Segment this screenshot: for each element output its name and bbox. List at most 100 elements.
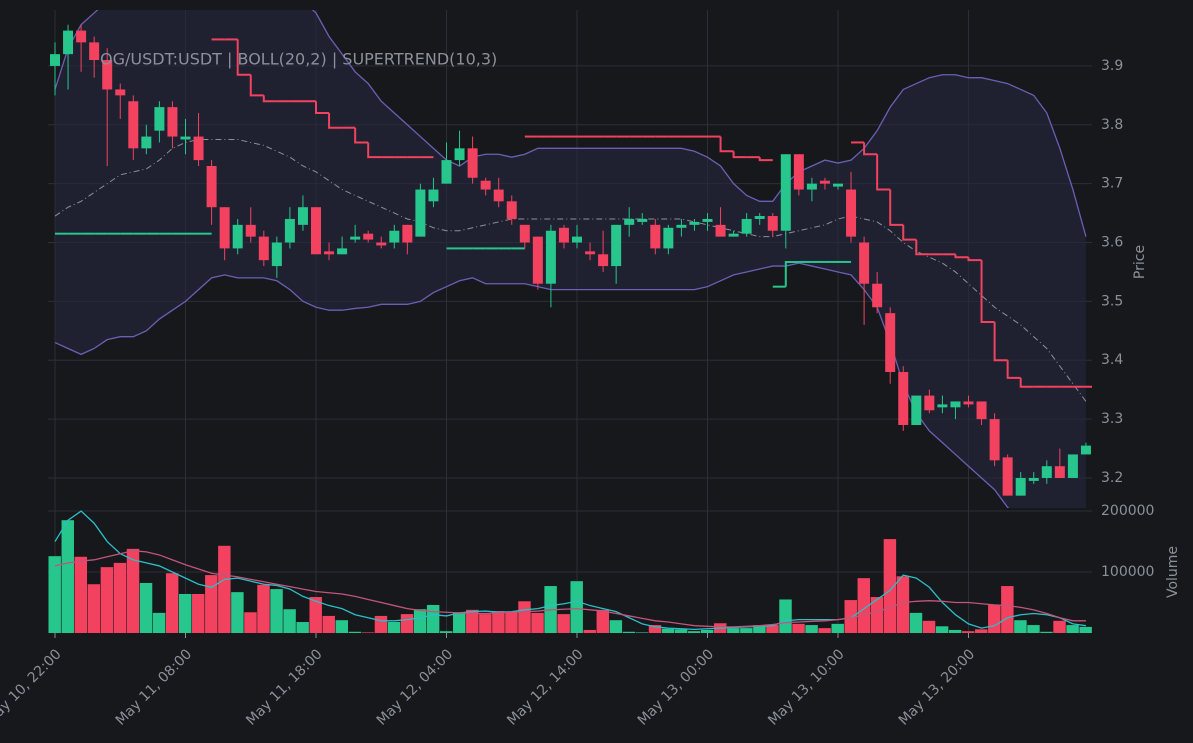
supertrend-down [863, 142, 878, 156]
candle-body [1002, 457, 1013, 496]
supertrend-down [876, 154, 891, 191]
volume-bar [139, 583, 153, 633]
candle-body [76, 30, 87, 43]
supertrend-down [354, 127, 369, 144]
volume-bar [766, 625, 779, 633]
candle-body [350, 236, 361, 240]
candle-body [767, 216, 778, 231]
volume-bar [844, 600, 857, 633]
candle-body [872, 283, 883, 308]
volume-bar [453, 612, 466, 633]
volume-bar [74, 556, 88, 633]
candle-body [284, 218, 295, 243]
candle-body [324, 251, 335, 255]
candle-body [402, 224, 413, 243]
volume-bar [283, 609, 296, 633]
volume-ma-line [54, 510, 1087, 630]
candle-body [102, 60, 113, 90]
candle-body [167, 107, 178, 137]
candle-body [180, 136, 191, 140]
candle-body [754, 216, 765, 219]
candle-body [415, 189, 426, 237]
supertrend-down [993, 321, 1008, 362]
y-axis-label: Price [1132, 245, 1148, 279]
volume-bar [361, 632, 375, 633]
volume-bar [1014, 620, 1027, 633]
volume-bar [988, 604, 1001, 633]
candle-body [467, 148, 478, 178]
candle-body [898, 372, 909, 425]
volume-bar [1040, 631, 1053, 633]
volume-bar [426, 604, 440, 633]
y-tick-label: 3.3 [1101, 411, 1123, 427]
supertrend-down [367, 142, 382, 159]
volume-bar [270, 589, 283, 633]
candle-body [1054, 466, 1065, 478]
y-axis-label: Volume [1165, 546, 1181, 598]
volume-bar [257, 584, 270, 633]
volume-bar [622, 631, 636, 633]
price-panel [50, 10, 1092, 508]
volume-bar [531, 612, 544, 633]
candle-body [976, 401, 987, 420]
candle-body [493, 189, 504, 202]
candle-body [924, 395, 935, 411]
supertrend-down [1006, 360, 1021, 379]
volume-bar [635, 632, 649, 633]
candle-body [702, 218, 713, 222]
volume-bar [100, 567, 114, 633]
candle-body [885, 313, 896, 373]
volume-bar [583, 629, 596, 633]
volume-bar [518, 601, 531, 633]
y-tick-label: 3.8 [1101, 117, 1123, 133]
volume-bar [126, 548, 140, 633]
supertrend-down [967, 257, 982, 262]
candle-body [846, 189, 857, 237]
volume-bar [479, 614, 492, 633]
candle-body [311, 207, 321, 255]
candle-body [611, 224, 622, 267]
candle-body [1041, 466, 1052, 478]
volume-bar [231, 592, 244, 633]
volume-bar [870, 597, 884, 633]
y-tick-label: 3.2 [1101, 470, 1123, 486]
candle-body [376, 242, 387, 246]
volume-bar [387, 622, 401, 633]
y-tick-label: 3.4 [1101, 352, 1123, 368]
candle-body [963, 401, 974, 405]
candle-body [793, 154, 804, 190]
candle-body [572, 236, 582, 243]
band-middle [54, 139, 1087, 402]
candle-body [689, 221, 700, 225]
volume-ma-line [54, 550, 1086, 628]
volume-bar [466, 609, 479, 633]
candle-body [1067, 454, 1078, 478]
volume-bar [322, 615, 335, 633]
volume-bar [1027, 625, 1040, 633]
supertrend-down [954, 254, 969, 259]
volume-bar [192, 593, 205, 633]
candle-body [937, 404, 948, 408]
supertrend-down [758, 157, 773, 162]
candle-body [258, 236, 269, 261]
supertrend-down [315, 101, 330, 115]
volume-bar [596, 609, 610, 633]
volume-bar [1079, 626, 1092, 633]
candle-body [715, 224, 726, 237]
candle-body [297, 207, 308, 225]
candle-body [859, 242, 870, 284]
candle-body [676, 224, 687, 228]
candle-body [271, 242, 282, 267]
volume-bar [413, 609, 427, 633]
volume-bar [165, 573, 179, 633]
candle-body [637, 218, 648, 222]
y-tick-label: 3.9 [1101, 58, 1123, 74]
volume-bar [374, 615, 388, 633]
candle-body [989, 419, 1000, 461]
volume-bar [935, 626, 949, 633]
volume-bar [883, 539, 897, 633]
candle-body [141, 136, 152, 149]
volume-bar [648, 625, 662, 633]
volume-bar [1053, 620, 1066, 633]
